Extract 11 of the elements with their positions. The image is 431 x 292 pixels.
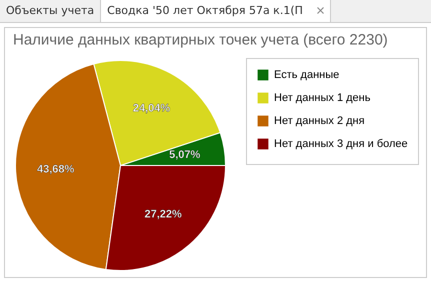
data-label: 43,68% [36, 163, 74, 176]
chart-title: Наличие данных квартирных точек учета (всего 2230) [13, 32, 388, 48]
text: Сводка '50 лет Октября 57а к.1(П [101, 0, 331, 22]
data-label: 27,22% [144, 208, 182, 221]
legend-label: Нет данных 2 дня [274, 115, 365, 127]
data-label: 5,07% [169, 149, 200, 162]
text: Объекты учета [0, 0, 102, 22]
data-label: 24,04% [132, 102, 170, 114]
legend-label: Есть данные [274, 69, 340, 81]
legend-label: Нет данных 3 дня и более [274, 138, 408, 150]
legend-label: Нет данных 1 день [274, 92, 371, 104]
